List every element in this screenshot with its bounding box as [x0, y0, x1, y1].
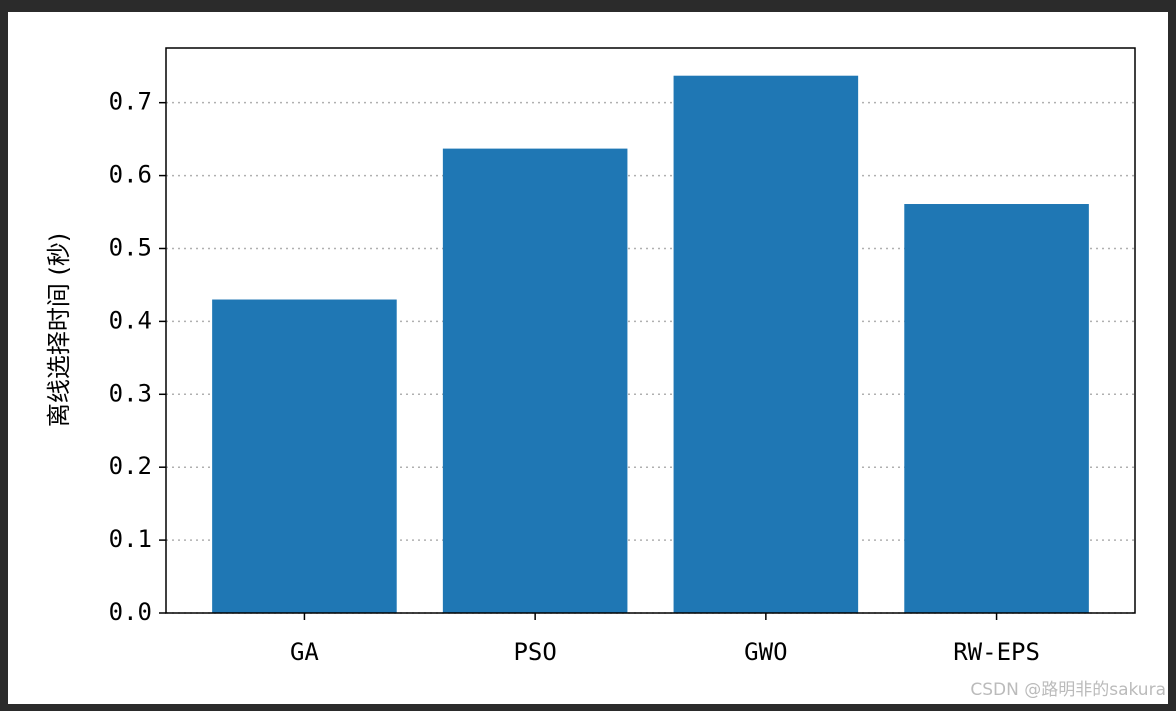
y-tick-label: 0.3 — [109, 379, 152, 407]
x-tick-label: GWO — [744, 638, 787, 666]
y-tick-label: 0.6 — [109, 161, 152, 189]
bar — [212, 299, 397, 613]
y-tick-label: 0.1 — [109, 525, 152, 553]
x-tick-label: RW-EPS — [953, 638, 1040, 666]
y-axis-label: 离线选择时间 (秒) — [45, 233, 73, 427]
y-tick-label: 0.7 — [109, 88, 152, 116]
y-tick-label: 0.5 — [109, 233, 152, 261]
x-tick-label: PSO — [513, 638, 556, 666]
bar — [673, 75, 859, 613]
plot-frame — [165, 47, 1136, 614]
y-tick-label: 0.0 — [109, 598, 152, 626]
bar — [442, 148, 628, 613]
watermark: CSDN @路明非的sakura — [970, 680, 1166, 700]
x-tick-label: GA — [290, 638, 319, 666]
y-tick-label: 0.2 — [109, 452, 152, 480]
bar — [904, 204, 1089, 613]
y-tick-label: 0.4 — [109, 306, 152, 334]
